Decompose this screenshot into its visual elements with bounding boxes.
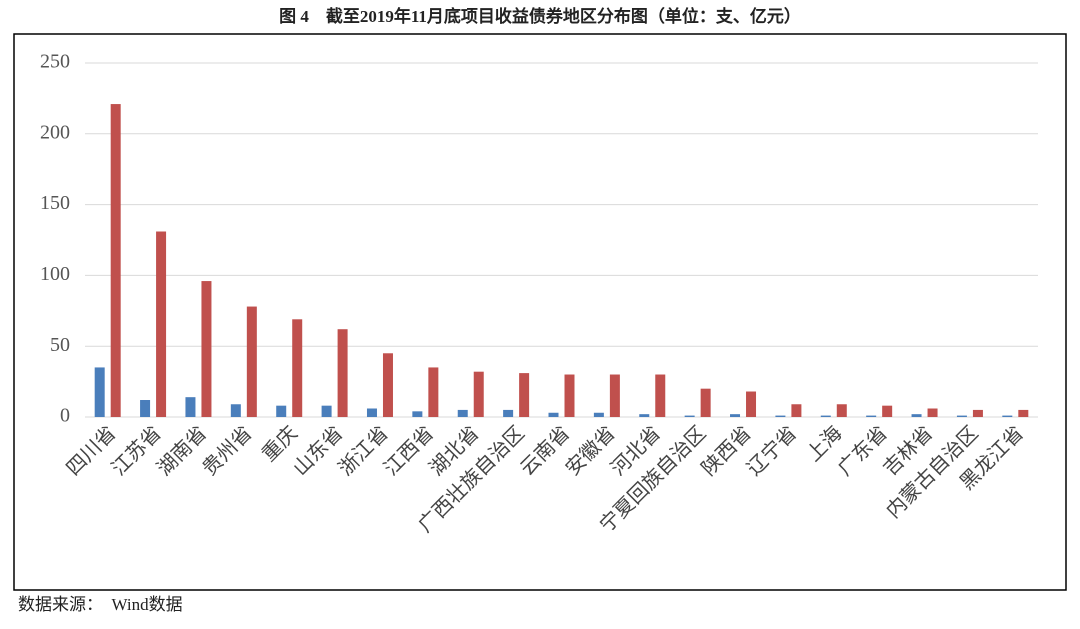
bar: [156, 231, 167, 417]
y-tick-label: 100: [40, 263, 70, 285]
bar: [428, 367, 439, 417]
bar: [230, 404, 241, 417]
bar: [655, 374, 666, 417]
bar: [519, 373, 530, 417]
bar: [94, 367, 105, 417]
x-tick-label: 安徽省: [561, 422, 620, 481]
bar: [382, 353, 393, 417]
bar: [972, 409, 983, 417]
bar: [412, 411, 423, 417]
y-tick-label: 0: [60, 405, 70, 427]
bar: [1002, 415, 1013, 417]
x-tick-label: 四川省: [62, 422, 121, 481]
bar: [684, 415, 695, 417]
y-tick-label: 250: [40, 51, 70, 73]
bar: [201, 281, 212, 417]
bar: [775, 415, 786, 417]
bar: [457, 409, 468, 417]
x-tick-label: 山东省: [289, 422, 348, 481]
y-tick-label: 50: [50, 334, 70, 356]
bar: [276, 405, 287, 417]
bar: [503, 409, 514, 417]
bar: [746, 391, 757, 417]
bar: [836, 404, 847, 417]
bar: [866, 415, 877, 417]
bar: [593, 412, 604, 417]
x-tick-label: 云南省: [516, 422, 575, 481]
bar: [820, 415, 831, 417]
y-tick-label: 150: [40, 192, 70, 214]
bar: [246, 306, 257, 417]
bar: [140, 400, 151, 417]
bar: [639, 414, 650, 417]
bar: [956, 415, 967, 417]
bar: [911, 414, 922, 417]
bar: [366, 408, 377, 417]
chart-frame: [13, 33, 1067, 591]
bar: [185, 397, 196, 417]
bar: [927, 408, 938, 417]
bar: [730, 414, 741, 417]
bar: [292, 319, 303, 417]
x-tick-label: 辽宁省: [742, 422, 801, 481]
bar: [609, 374, 620, 417]
bar: [337, 329, 348, 417]
bar: [791, 404, 802, 417]
x-tick-label: 浙江省: [334, 422, 393, 481]
bar: [110, 104, 121, 418]
x-tick-label: 江苏省: [107, 422, 166, 481]
x-tick-label: 贵州省: [198, 422, 257, 481]
bar: [473, 371, 484, 417]
x-tick-label: 湖南省: [153, 422, 212, 481]
bar: [564, 374, 575, 417]
x-tick-label: 陕西省: [697, 422, 756, 481]
bar: [700, 388, 711, 417]
x-tick-label: 江西省: [379, 422, 438, 481]
bar: [1018, 409, 1029, 417]
x-tick-label: 广东省: [833, 422, 892, 481]
chart-title: 图 4 截至2019年11月底项目收益债券地区分布图（单位：支、亿元）: [279, 6, 801, 26]
bar: [548, 412, 559, 417]
source-note: 数据来源： Wind数据: [18, 595, 183, 614]
bar: [882, 405, 893, 417]
bar: [321, 405, 332, 417]
y-tick-label: 200: [40, 121, 70, 143]
